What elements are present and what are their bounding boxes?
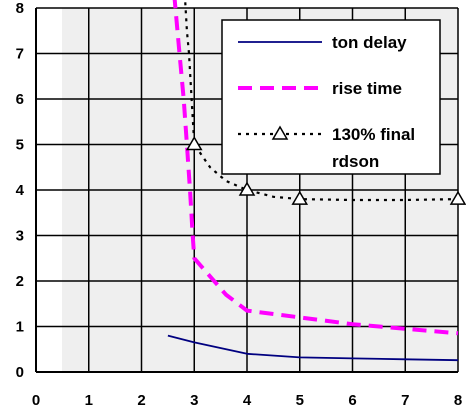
series-2 bbox=[184, 0, 466, 205]
x-tick-label: 0 bbox=[32, 392, 40, 409]
y-tick-label: 8 bbox=[16, 0, 24, 17]
y-tick-label: 0 bbox=[16, 364, 24, 381]
y-tick-label: 4 bbox=[16, 182, 25, 199]
y-tick-label: 1 bbox=[16, 319, 24, 336]
legend-marker bbox=[271, 125, 289, 140]
y-tick-label: 5 bbox=[16, 137, 24, 154]
legend-label: ton delay bbox=[332, 33, 407, 52]
x-tick-label: 2 bbox=[137, 392, 145, 409]
tick-labels: 0 1 2 3 4 5 6 7 8 0 1 2 3 4 5 6 7 8 bbox=[16, 0, 463, 409]
legend-label: 130% final bbox=[332, 125, 415, 144]
y-tick-label: 7 bbox=[16, 46, 24, 63]
series-line bbox=[167, 334, 459, 362]
series-marker bbox=[185, 136, 203, 151]
x-tick-label: 8 bbox=[454, 392, 462, 409]
series-0 bbox=[167, 334, 459, 362]
x-tick-label: 4 bbox=[243, 392, 252, 409]
x-tick-label: 6 bbox=[348, 392, 356, 409]
legend-box bbox=[221, 19, 441, 175]
y-tick-label: 6 bbox=[16, 91, 24, 108]
series-line bbox=[184, 0, 459, 202]
x-tick-label: 7 bbox=[401, 392, 409, 409]
series-marker bbox=[449, 190, 466, 205]
axes bbox=[35, 8, 458, 373]
y-tick-label: 2 bbox=[16, 273, 24, 290]
x-tick-label: 3 bbox=[190, 392, 198, 409]
x-tick-label: 1 bbox=[85, 392, 93, 409]
series-1 bbox=[172, 0, 459, 336]
series-line bbox=[172, 0, 459, 336]
y-tick-label: 3 bbox=[16, 228, 24, 245]
legend-label: rdson bbox=[332, 152, 379, 171]
series-marker bbox=[291, 190, 309, 205]
x-tick-label: 5 bbox=[296, 392, 304, 409]
series-marker bbox=[238, 181, 256, 196]
legend: ton delay rise time 130% final rdson bbox=[221, 19, 441, 175]
series-layer bbox=[167, 0, 466, 362]
legend-label: rise time bbox=[332, 79, 402, 98]
